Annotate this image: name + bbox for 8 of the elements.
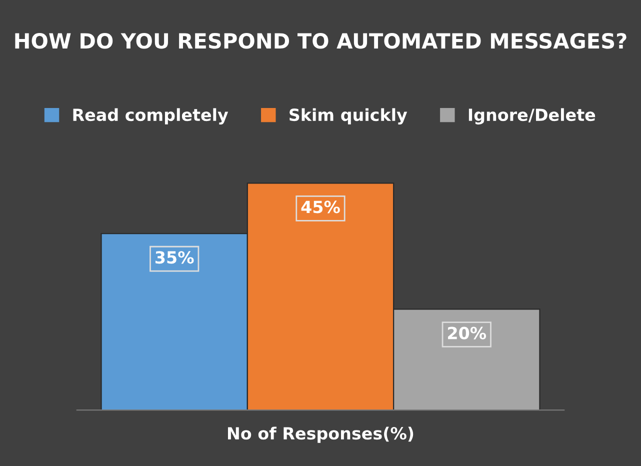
chart-title: HOW DO YOU RESPOND TO AUTOMATED MESSAGES? (15, 32, 626, 49)
x-axis-title: No of Responses(%) (228, 426, 414, 443)
data-label: 45% (301, 200, 340, 214)
legend-label: Read completely (73, 108, 228, 124)
data-label: 35% (156, 251, 194, 264)
legend-label: Ignore/Delete (468, 108, 596, 124)
legend-label: Skim quickly (290, 108, 408, 124)
data-label: 20% (448, 326, 486, 340)
